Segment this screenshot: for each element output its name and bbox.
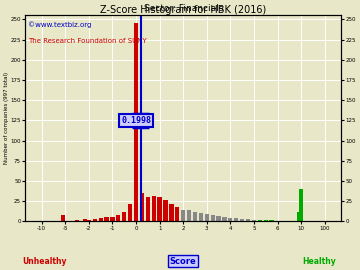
- Text: 0.1998: 0.1998: [121, 116, 151, 125]
- Bar: [222, 217, 226, 221]
- Bar: [122, 212, 126, 221]
- Bar: [169, 204, 174, 221]
- Y-axis label: Number of companies (997 total): Number of companies (997 total): [4, 72, 9, 164]
- Bar: [187, 210, 191, 221]
- Bar: [216, 216, 221, 221]
- Bar: [240, 219, 244, 221]
- Text: Score: Score: [170, 256, 197, 266]
- Bar: [181, 210, 185, 221]
- Bar: [116, 215, 121, 221]
- Bar: [83, 219, 87, 221]
- Bar: [204, 214, 209, 221]
- Bar: [246, 219, 250, 221]
- Text: The Research Foundation of SUNY: The Research Foundation of SUNY: [28, 38, 147, 44]
- Bar: [128, 204, 132, 221]
- Bar: [299, 215, 303, 221]
- Text: Healthy: Healthy: [302, 256, 336, 266]
- Bar: [157, 197, 162, 221]
- Bar: [211, 215, 215, 221]
- Bar: [87, 220, 91, 221]
- Bar: [152, 195, 156, 221]
- Bar: [264, 220, 268, 221]
- Bar: [228, 218, 233, 221]
- Bar: [99, 218, 103, 221]
- Bar: [270, 220, 274, 221]
- Title: Z-Score Histogram for HBK (2016): Z-Score Histogram for HBK (2016): [100, 5, 266, 15]
- Text: Unhealthy: Unhealthy: [22, 256, 67, 266]
- Bar: [258, 220, 262, 221]
- Bar: [163, 200, 168, 221]
- Bar: [75, 220, 79, 221]
- Bar: [61, 215, 65, 221]
- Bar: [175, 207, 179, 221]
- Bar: [252, 220, 256, 221]
- Bar: [93, 219, 97, 221]
- Bar: [199, 213, 203, 221]
- Bar: [193, 212, 197, 221]
- Bar: [146, 197, 150, 221]
- Bar: [299, 189, 303, 221]
- Text: ©www.textbiz.org: ©www.textbiz.org: [28, 21, 92, 28]
- Bar: [297, 212, 302, 221]
- Text: Sector: Financials: Sector: Financials: [144, 4, 223, 13]
- Bar: [110, 217, 114, 221]
- Bar: [134, 23, 138, 221]
- Bar: [234, 218, 238, 221]
- Bar: [104, 217, 109, 221]
- Bar: [140, 193, 144, 221]
